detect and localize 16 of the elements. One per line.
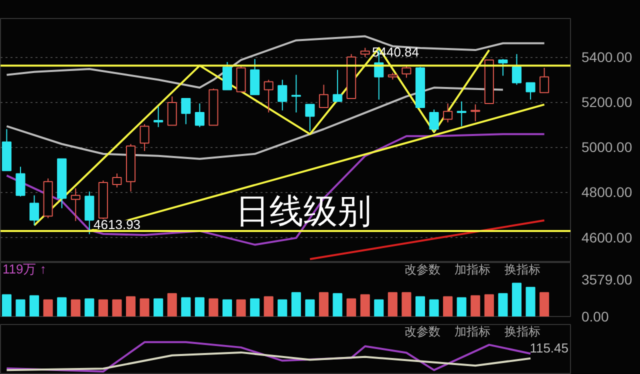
- y-tick-label: 4600.00: [582, 229, 632, 246]
- text: 改参数: [404, 324, 440, 338]
- annotation: 4613.93: [94, 217, 141, 232]
- annotation: 换指标: [504, 262, 540, 276]
- text: 换指标: [504, 324, 540, 338]
- y-tick-label: 5400.00: [582, 49, 632, 66]
- y-tick-label: 5000.00: [582, 139, 632, 156]
- annotation: 加指标: [454, 262, 490, 276]
- y-tick-label: 4800.00: [582, 184, 632, 200]
- chart-subtitle: 115.45: [530, 340, 568, 356]
- chart-title: 119万 ↑: [2, 262, 46, 276]
- y-tick-label: 5200.00: [582, 94, 632, 110]
- annotation: 改参数: [404, 262, 440, 276]
- y-tick-label: 0.00: [582, 308, 609, 324]
- text: 加指标: [454, 324, 490, 338]
- y-tick-label: 3579.00: [582, 271, 632, 288]
